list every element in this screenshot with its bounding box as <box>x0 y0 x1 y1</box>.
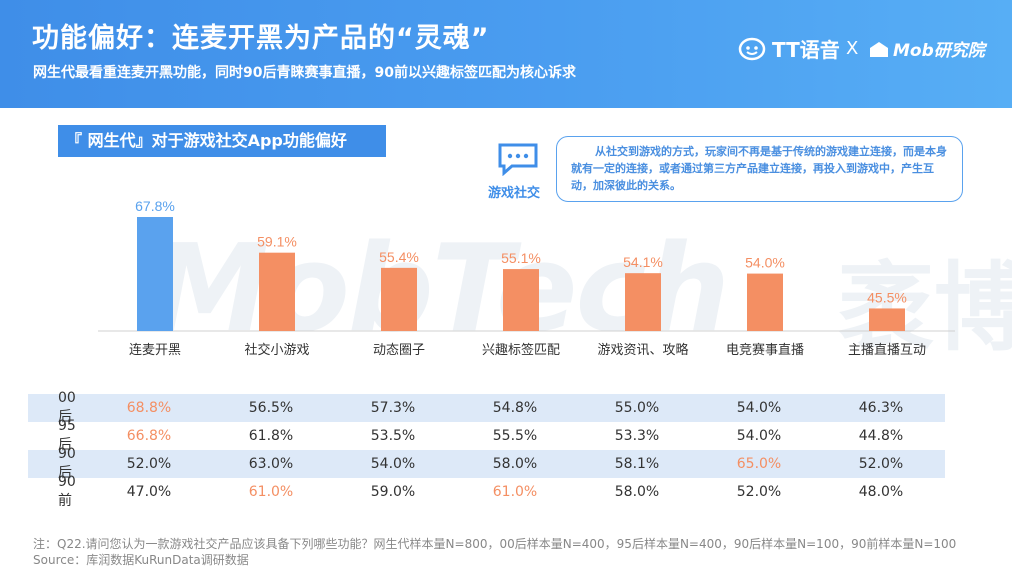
bar-value-label: 55.1% <box>501 250 541 266</box>
footer-source: Source：库润数据KuRunData调研数据 <box>33 553 249 567</box>
bar-value-label: 54.1% <box>623 254 663 270</box>
table-cell: 52.0% <box>858 456 904 472</box>
header-banner: 功能偏好：连麦开黑为产品的“灵魂” 网生代最看重连麦开黑功能，同时90后青睐赛事… <box>0 0 1012 108</box>
table-cell: 68.8% <box>126 400 172 416</box>
table-cell: 52.0% <box>126 456 172 472</box>
table-cell: 48.0% <box>858 484 904 500</box>
table-cell: 58.0% <box>614 484 660 500</box>
tt-voice-logo: TT语音 <box>738 34 840 63</box>
table-cell: 59.0% <box>370 484 416 500</box>
social-label: 游戏社交 <box>488 186 541 201</box>
bar-value-label: 55.4% <box>379 249 419 265</box>
table-cell: 61.0% <box>248 484 294 500</box>
chat-bubble-icon <box>498 143 538 176</box>
table-cell: 53.3% <box>614 428 660 444</box>
bar <box>869 308 905 331</box>
category-label: 电竞赛事直播 <box>726 342 804 358</box>
table-cell: 61.8% <box>248 428 294 444</box>
tt-logo-text: TT语音 <box>772 38 840 62</box>
category-label: 动态圈子 <box>373 343 425 358</box>
bar-value-label: 45.5% <box>867 289 907 305</box>
table-cell: 53.5% <box>370 428 416 444</box>
table-row: 90后 52.0% 63.0% 54.0% 58.0% 58.1% 65.0% 52.0% <box>28 446 945 481</box>
tt-face-icon <box>738 37 766 60</box>
bar <box>747 273 783 331</box>
row-label: 90前 <box>58 474 76 509</box>
footer-note: 注：Q22.请问您认为一款游戏社交产品应该具备下列哪些功能？网生代样本量N=80… <box>33 537 957 551</box>
table-row: 00后 68.8% 56.5% 57.3% 54.8% 55.0% 54.0% 46.3% <box>28 390 945 425</box>
table-cell: 58.0% <box>492 456 538 472</box>
watermark-chinese: 袤博 <box>838 252 1012 364</box>
page-title: 功能偏好：连麦开黑为产品的“灵魂” <box>32 23 490 54</box>
category-label: 兴趣标签匹配 <box>482 342 560 358</box>
stats-table: 00后 68.8% 56.5% 57.3% 54.8% 55.0% 54.0% 46.3% 95… <box>28 390 945 509</box>
table-cell: 66.8% <box>126 428 172 444</box>
table-cell: 55.0% <box>614 400 660 416</box>
table-cell: 54.8% <box>492 400 538 416</box>
category-label: 主播直播互动 <box>848 343 926 358</box>
section-label: 『 网生代』对于游戏社交App功能偏好 <box>58 125 386 157</box>
bar-value-label: 54.0% <box>745 255 785 271</box>
footer: 注：Q22.请问您认为一款游戏社交产品应该具备下列哪些功能？网生代样本量N=80… <box>33 536 956 568</box>
table-cell: 46.3% <box>858 400 904 416</box>
bar <box>625 273 661 331</box>
mob-house-icon <box>870 41 888 57</box>
table-cell: 63.0% <box>248 456 294 472</box>
table-cell: 52.0% <box>736 484 782 500</box>
row-label: 90后 <box>58 446 76 481</box>
bar <box>137 217 173 331</box>
table-cell: 55.5% <box>492 428 538 444</box>
table-cell: 54.0% <box>736 428 782 444</box>
table-cell: 44.8% <box>858 428 904 444</box>
bar <box>381 267 417 331</box>
page-subtitle: 网生代最看重连麦开黑功能，同时90后青睐赛事直播，90前以兴趣标签匹配为核心诉求 <box>33 65 576 81</box>
category-label: 连麦开黑 <box>129 342 181 358</box>
logo-separator: X <box>846 38 859 59</box>
category-label: 游戏资讯、攻略 <box>597 342 688 358</box>
table-cell: 57.3% <box>370 400 416 416</box>
row-label: 95后 <box>58 418 76 453</box>
table-row: 90前 47.0% 61.0% 59.0% 61.0% 58.0% 52.0% 48.0% <box>28 474 945 509</box>
social-note: 从社交到游戏的方式，玩家间不再是基于传统的游戏建立连接，而是本身就有一定的连接，… <box>556 136 963 202</box>
bar-value-label: 67.8% <box>135 198 175 214</box>
mob-logo: Mob研究院 <box>868 36 985 61</box>
table-cell: 54.0% <box>370 456 416 472</box>
bar <box>259 252 295 331</box>
category-label: 社交小游戏 <box>244 342 309 358</box>
table-cell: 47.0% <box>126 484 172 500</box>
table-cell: 56.5% <box>248 400 294 416</box>
table-cell: 58.1% <box>614 456 660 472</box>
mob-logo-text: Mob研究院 <box>893 41 985 61</box>
bar-value-label: 59.1% <box>257 234 297 250</box>
row-label: 00后 <box>58 390 76 425</box>
table-cell: 54.0% <box>736 400 782 416</box>
table-cell: 61.0% <box>492 484 538 500</box>
bar <box>503 269 539 331</box>
table-row: 95后 66.8% 61.8% 53.5% 55.5% 53.3% 54.0% 44.8% <box>28 418 945 453</box>
table-cell: 65.0% <box>736 456 782 472</box>
